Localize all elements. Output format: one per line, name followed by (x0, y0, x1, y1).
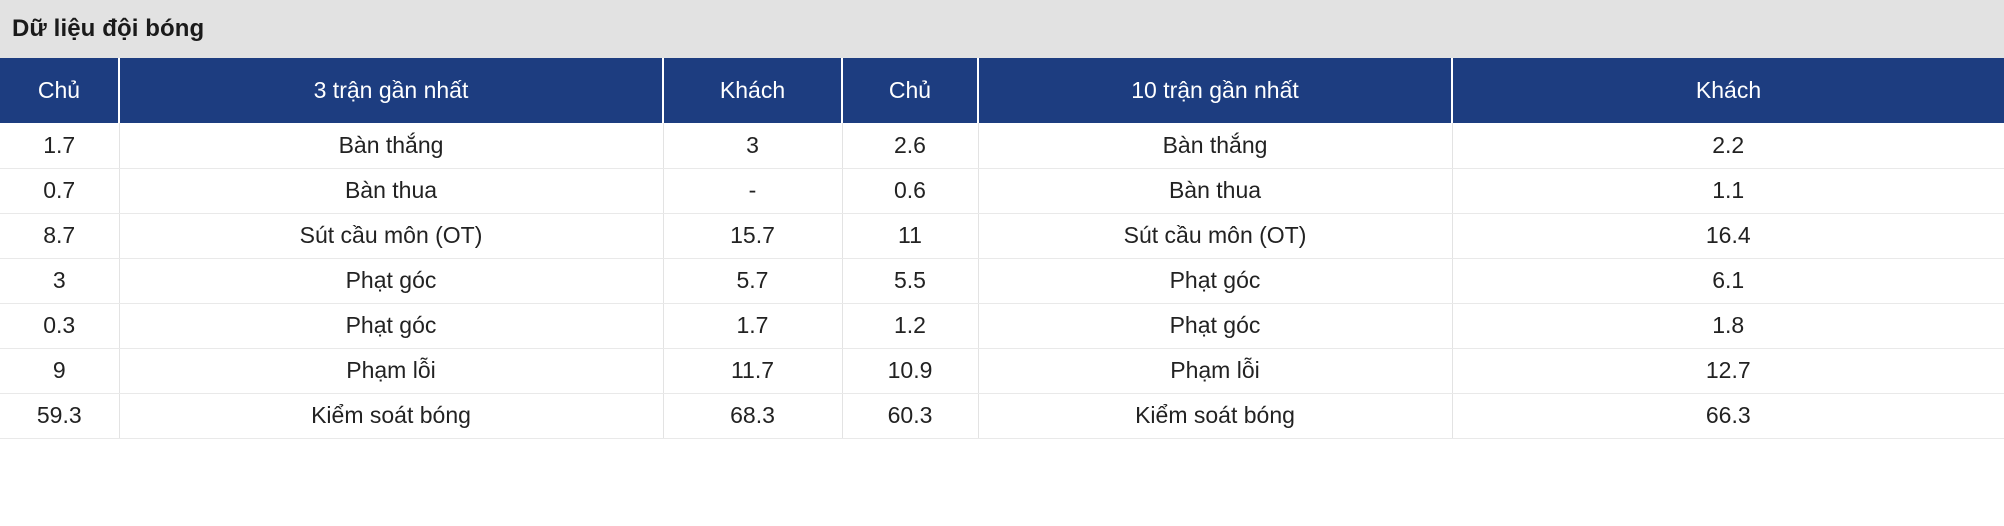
table-row: 0.7 Bàn thua - 0.6 Bàn thua 1.1 (0, 168, 2004, 214)
cell-away-recent10: 6.1 (1452, 258, 2004, 304)
cell-home-recent10: 11 (842, 213, 979, 259)
cell-stat-label-recent10: Bàn thắng (978, 123, 1453, 169)
cell-home-recent10: 10.9 (842, 348, 979, 394)
cell-home-recent3: 0.3 (0, 303, 120, 349)
column-header-home-recent3[interactable]: Chủ (0, 58, 120, 123)
cell-stat-label-recent10: Phạm lỗi (978, 348, 1453, 394)
cell-stat-label-recent10: Sút cầu môn (OT) (978, 213, 1453, 259)
cell-away-recent10: 1.1 (1452, 168, 2004, 214)
cell-away-recent3: 1.7 (663, 303, 843, 349)
table-body: 1.7 Bàn thắng 3 2.6 Bàn thắng 2.2 0.7 Bà… (0, 123, 2004, 439)
cell-stat-label-recent3: Sút cầu môn (OT) (119, 213, 664, 259)
cell-home-recent3: 59.3 (0, 393, 120, 439)
cell-home-recent10: 0.6 (842, 168, 979, 214)
cell-stat-label-recent10: Phạt góc (978, 303, 1453, 349)
cell-home-recent10: 60.3 (842, 393, 979, 439)
cell-home-recent3: 8.7 (0, 213, 120, 259)
cell-home-recent3: 1.7 (0, 123, 120, 169)
table-row: 1.7 Bàn thắng 3 2.6 Bàn thắng 2.2 (0, 123, 2004, 169)
cell-away-recent3: - (663, 168, 843, 214)
cell-away-recent3: 15.7 (663, 213, 843, 259)
table-row: 0.3 Phạt góc 1.7 1.2 Phạt góc 1.8 (0, 303, 2004, 349)
panel-title-bar: Dữ liệu đội bóng (0, 0, 2004, 58)
column-header-away-recent10[interactable]: Khách (1695, 77, 1762, 103)
cell-stat-label-recent3: Phạm lỗi (119, 348, 664, 394)
cell-home-recent10: 2.6 (842, 123, 979, 169)
table-row: 3 Phạt góc 5.7 5.5 Phạt góc 6.1 (0, 258, 2004, 304)
cell-away-recent3: 68.3 (663, 393, 843, 439)
cell-away-recent3: 11.7 (663, 348, 843, 394)
cell-away-recent10: 1.8 (1452, 303, 2004, 349)
cell-stat-label-recent10: Phạt góc (978, 258, 1453, 304)
table-header: Chủ 3 trận gần nhất Khách Chủ 10 trận gầ… (0, 58, 2004, 123)
column-header-away-recent3[interactable]: Khách (663, 58, 843, 123)
cell-stat-label-recent3: Bàn thua (119, 168, 664, 214)
column-header-recent3[interactable]: 3 trận gần nhất (119, 58, 664, 123)
cell-stat-label-recent10: Kiểm soát bóng (978, 393, 1453, 439)
cell-stat-label-recent3: Phạt góc (119, 258, 664, 304)
page-title: Dữ liệu đội bóng (12, 15, 205, 42)
cell-away-recent3: 5.7 (663, 258, 843, 304)
cell-away-recent10: 16.4 (1452, 213, 2004, 259)
cell-away-recent10: 66.3 (1452, 393, 2004, 439)
table-row: 59.3 Kiểm soát bóng 68.3 60.3 Kiểm soát … (0, 393, 2004, 439)
cell-away-recent3: 3 (663, 123, 843, 169)
team-stats-table: Chủ 3 trận gần nhất Khách Chủ 10 trận gầ… (0, 58, 2004, 439)
cell-home-recent3: 9 (0, 348, 120, 394)
cell-home-recent10: 1.2 (842, 303, 979, 349)
cell-stat-label-recent10: Bàn thua (978, 168, 1453, 214)
cell-home-recent10: 5.5 (842, 258, 979, 304)
column-header-recent10[interactable]: 10 trận gần nhất (978, 58, 1453, 123)
cell-stat-label-recent3: Kiểm soát bóng (119, 393, 664, 439)
table-row: 8.7 Sút cầu môn (OT) 15.7 11 Sút cầu môn… (0, 213, 2004, 259)
cell-away-recent10: 2.2 (1452, 123, 2004, 169)
cell-home-recent3: 3 (0, 258, 120, 304)
column-header-home-recent10[interactable]: Chủ (842, 58, 979, 123)
table-header-row: Chủ 3 trận gần nhất Khách Chủ 10 trận gầ… (0, 58, 2004, 123)
cell-home-recent3: 0.7 (0, 168, 120, 214)
cell-stat-label-recent3: Bàn thắng (119, 123, 664, 169)
cell-stat-label-recent3: Phạt góc (119, 303, 664, 349)
cell-away-recent10: 12.7 (1452, 348, 2004, 394)
table-row: 9 Phạm lỗi 11.7 10.9 Phạm lỗi 12.7 (0, 348, 2004, 394)
